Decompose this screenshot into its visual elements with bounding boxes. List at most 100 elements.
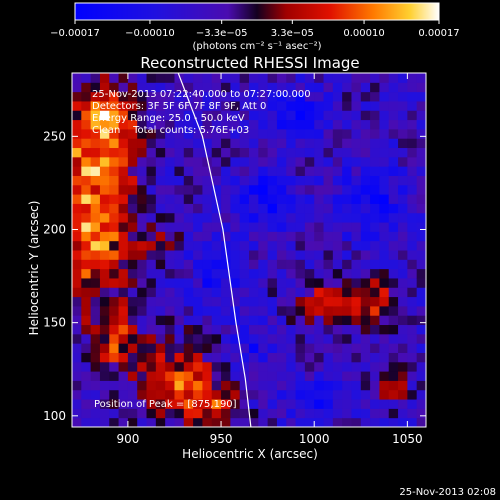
heatmap-cell	[127, 100, 138, 111]
heatmap-cell	[416, 417, 426, 427]
heatmap-cell	[416, 194, 426, 204]
heatmap-cell	[407, 138, 418, 149]
heatmap-cell	[379, 82, 390, 93]
heatmap-cell	[211, 222, 222, 232]
heatmap-cell	[360, 166, 371, 176]
heatmap-cell	[211, 110, 222, 121]
heatmap-cell	[81, 73, 92, 83]
heatmap-cell	[342, 240, 352, 251]
heatmap-cell	[249, 100, 259, 111]
heatmap-cell	[183, 128, 194, 139]
heatmap-cell	[249, 399, 259, 409]
heatmap-cell	[342, 91, 352, 102]
heatmap-cell	[379, 305, 390, 316]
heatmap-cell	[146, 352, 157, 363]
heatmap-cell	[295, 324, 306, 335]
heatmap-cell	[379, 389, 390, 400]
heatmap-cell	[202, 128, 213, 139]
heatmap-cell	[416, 203, 426, 214]
heatmap-cell	[351, 371, 362, 381]
heatmap-cell	[211, 399, 222, 409]
heatmap	[72, 73, 426, 427]
heatmap-cell	[304, 389, 315, 400]
heatmap-cell	[295, 138, 306, 149]
heatmap-cell	[193, 296, 203, 307]
heatmap-cell	[72, 156, 82, 167]
heatmap-cell	[174, 231, 185, 242]
heatmap-cell	[286, 231, 297, 242]
heatmap-cell	[416, 333, 426, 344]
heatmap-cell	[90, 268, 101, 279]
heatmap-cell	[202, 147, 213, 158]
heatmap-cell	[146, 343, 157, 353]
heatmap-cell	[202, 277, 213, 288]
heatmap-cell	[118, 138, 129, 149]
heatmap-cell	[99, 380, 110, 391]
heatmap-cell	[314, 194, 325, 204]
heatmap-cell	[109, 119, 120, 130]
heatmap-cell	[379, 343, 390, 353]
heatmap-cell	[360, 333, 371, 344]
heatmap-cell	[127, 175, 138, 186]
heatmap-cell	[286, 277, 297, 288]
heatmap-cell	[360, 240, 371, 251]
heatmap-cell	[304, 119, 315, 130]
heatmap-cell	[398, 147, 408, 158]
heatmap-cell	[249, 389, 259, 400]
heatmap-cell	[407, 352, 418, 363]
colorbar: −0.00017 −0.00010 −3.3e−05 3.3e−05 0.00010 0.…	[50, 2, 460, 52]
heatmap-cell	[221, 408, 231, 419]
heatmap-cell	[398, 277, 408, 288]
heatmap-cell	[258, 417, 269, 427]
heatmap-cell	[388, 417, 399, 427]
heatmap-cell	[183, 100, 194, 111]
heatmap-cell	[276, 222, 287, 232]
heatmap-cell	[183, 361, 194, 372]
heatmap-cell	[137, 352, 148, 363]
heatmap-cell	[314, 305, 325, 316]
annotation-peak-position: Position of Peak = [875,190]	[94, 399, 237, 410]
heatmap-cell	[193, 361, 203, 372]
heatmap-cell	[286, 82, 297, 93]
heatmap-cell	[211, 371, 222, 381]
heatmap-cell	[109, 361, 120, 372]
heatmap-cell	[183, 352, 194, 363]
x-axis: 900 950 1000 1050	[116, 73, 423, 446]
heatmap-cell	[174, 82, 185, 93]
annotation-time-range: 25-Nov-2013 07:22:40.000 to 07:27:00.000	[92, 89, 311, 100]
heatmap-cell	[72, 417, 82, 427]
heatmap-cell	[137, 110, 148, 121]
heatmap-cell	[81, 333, 92, 344]
heatmap-cell	[314, 287, 325, 298]
heatmap-cell	[230, 73, 241, 83]
heatmap-cell	[304, 156, 315, 167]
heatmap-cell	[230, 389, 241, 400]
heatmap-cell	[118, 389, 129, 400]
heatmap-cell	[109, 324, 120, 335]
heatmap-cell	[332, 147, 343, 158]
heatmap-cell	[146, 128, 157, 139]
heatmap-cell	[388, 184, 399, 195]
heatmap-cell	[109, 389, 120, 400]
heatmap-cell	[370, 287, 380, 298]
heatmap-cell	[146, 417, 157, 427]
heatmap-cell	[99, 333, 110, 344]
heatmap-cell	[360, 156, 371, 167]
heatmap-cell	[276, 380, 287, 391]
heatmap-cell	[118, 343, 129, 353]
heatmap-cell	[323, 324, 334, 335]
heatmap-cell	[239, 100, 250, 111]
heatmap-cell	[221, 380, 231, 391]
heatmap-cell	[239, 287, 250, 298]
heatmap-cell	[118, 417, 129, 427]
heatmap-cell	[398, 91, 408, 102]
heatmap-cell	[323, 212, 334, 223]
heatmap-cell	[155, 296, 166, 307]
heatmap-cell	[193, 324, 203, 335]
heatmap-cell	[323, 371, 334, 381]
heatmap-cell	[90, 287, 101, 298]
heatmap-cell	[370, 82, 380, 93]
heatmap-cell	[351, 287, 362, 298]
heatmap-cell	[286, 147, 297, 158]
heatmap-cell	[165, 399, 175, 409]
